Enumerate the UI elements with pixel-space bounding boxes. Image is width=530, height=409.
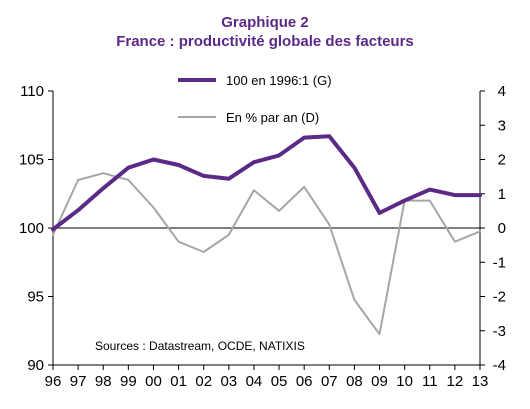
y-right-tick-label: -1 bbox=[493, 254, 506, 271]
chart-legend: 100 en 1996:1 (G) En % par an (D) bbox=[178, 73, 332, 125]
y-left-tick-label: 100 bbox=[19, 220, 44, 237]
y-left-tick-label: 105 bbox=[19, 152, 44, 169]
x-tick-label: 06 bbox=[296, 373, 313, 390]
x-tick-label: 13 bbox=[472, 373, 489, 390]
x-tick-label: 02 bbox=[195, 373, 212, 390]
x-tick-label: 04 bbox=[246, 373, 263, 390]
y-right-tick-label: 1 bbox=[498, 186, 506, 203]
x-tick-label: 96 bbox=[45, 373, 62, 390]
source-note: Sources : Datastream, OCDE, NATIXIS bbox=[95, 339, 305, 353]
y-right-tick-label: -4 bbox=[493, 357, 506, 374]
x-tick-label: 08 bbox=[346, 373, 363, 390]
x-tick-label: 07 bbox=[321, 373, 338, 390]
x-tick-label: 11 bbox=[422, 373, 438, 390]
y-right-tick-label: 2 bbox=[498, 152, 506, 169]
legend-label: En % par an (D) bbox=[226, 110, 319, 125]
y-right-tick-label: 3 bbox=[498, 117, 506, 134]
x-tick-label: 99 bbox=[120, 373, 137, 390]
y-right-tick-label: 0 bbox=[498, 220, 506, 237]
x-tick-label: 05 bbox=[271, 373, 288, 390]
chart-subtitle: France : productivité globale des facteu… bbox=[116, 33, 414, 50]
y-right-tick-label: -3 bbox=[493, 323, 506, 340]
y-left-tick-label: 110 bbox=[20, 83, 44, 100]
x-tick-label: 03 bbox=[220, 373, 237, 390]
x-tick-label: 01 bbox=[170, 373, 187, 390]
x-tick-label: 10 bbox=[396, 373, 413, 390]
y-left-tick-label: 95 bbox=[27, 289, 44, 306]
x-tick-label: 00 bbox=[145, 373, 162, 390]
series-line-index bbox=[51, 134, 482, 232]
legend-label: 100 en 1996:1 (G) bbox=[226, 73, 332, 88]
x-tick-label: 12 bbox=[447, 373, 464, 390]
x-tick-label: 98 bbox=[95, 373, 112, 390]
y-right-tick-label: -2 bbox=[493, 289, 506, 306]
x-tick-label: 97 bbox=[70, 373, 87, 390]
y-left-tick-label: 90 bbox=[27, 357, 44, 374]
y-right-tick-label: 4 bbox=[498, 83, 506, 100]
chart-series bbox=[51, 134, 482, 336]
x-tick-label: 09 bbox=[371, 373, 388, 390]
chart-title: Graphique 2 bbox=[221, 14, 309, 31]
